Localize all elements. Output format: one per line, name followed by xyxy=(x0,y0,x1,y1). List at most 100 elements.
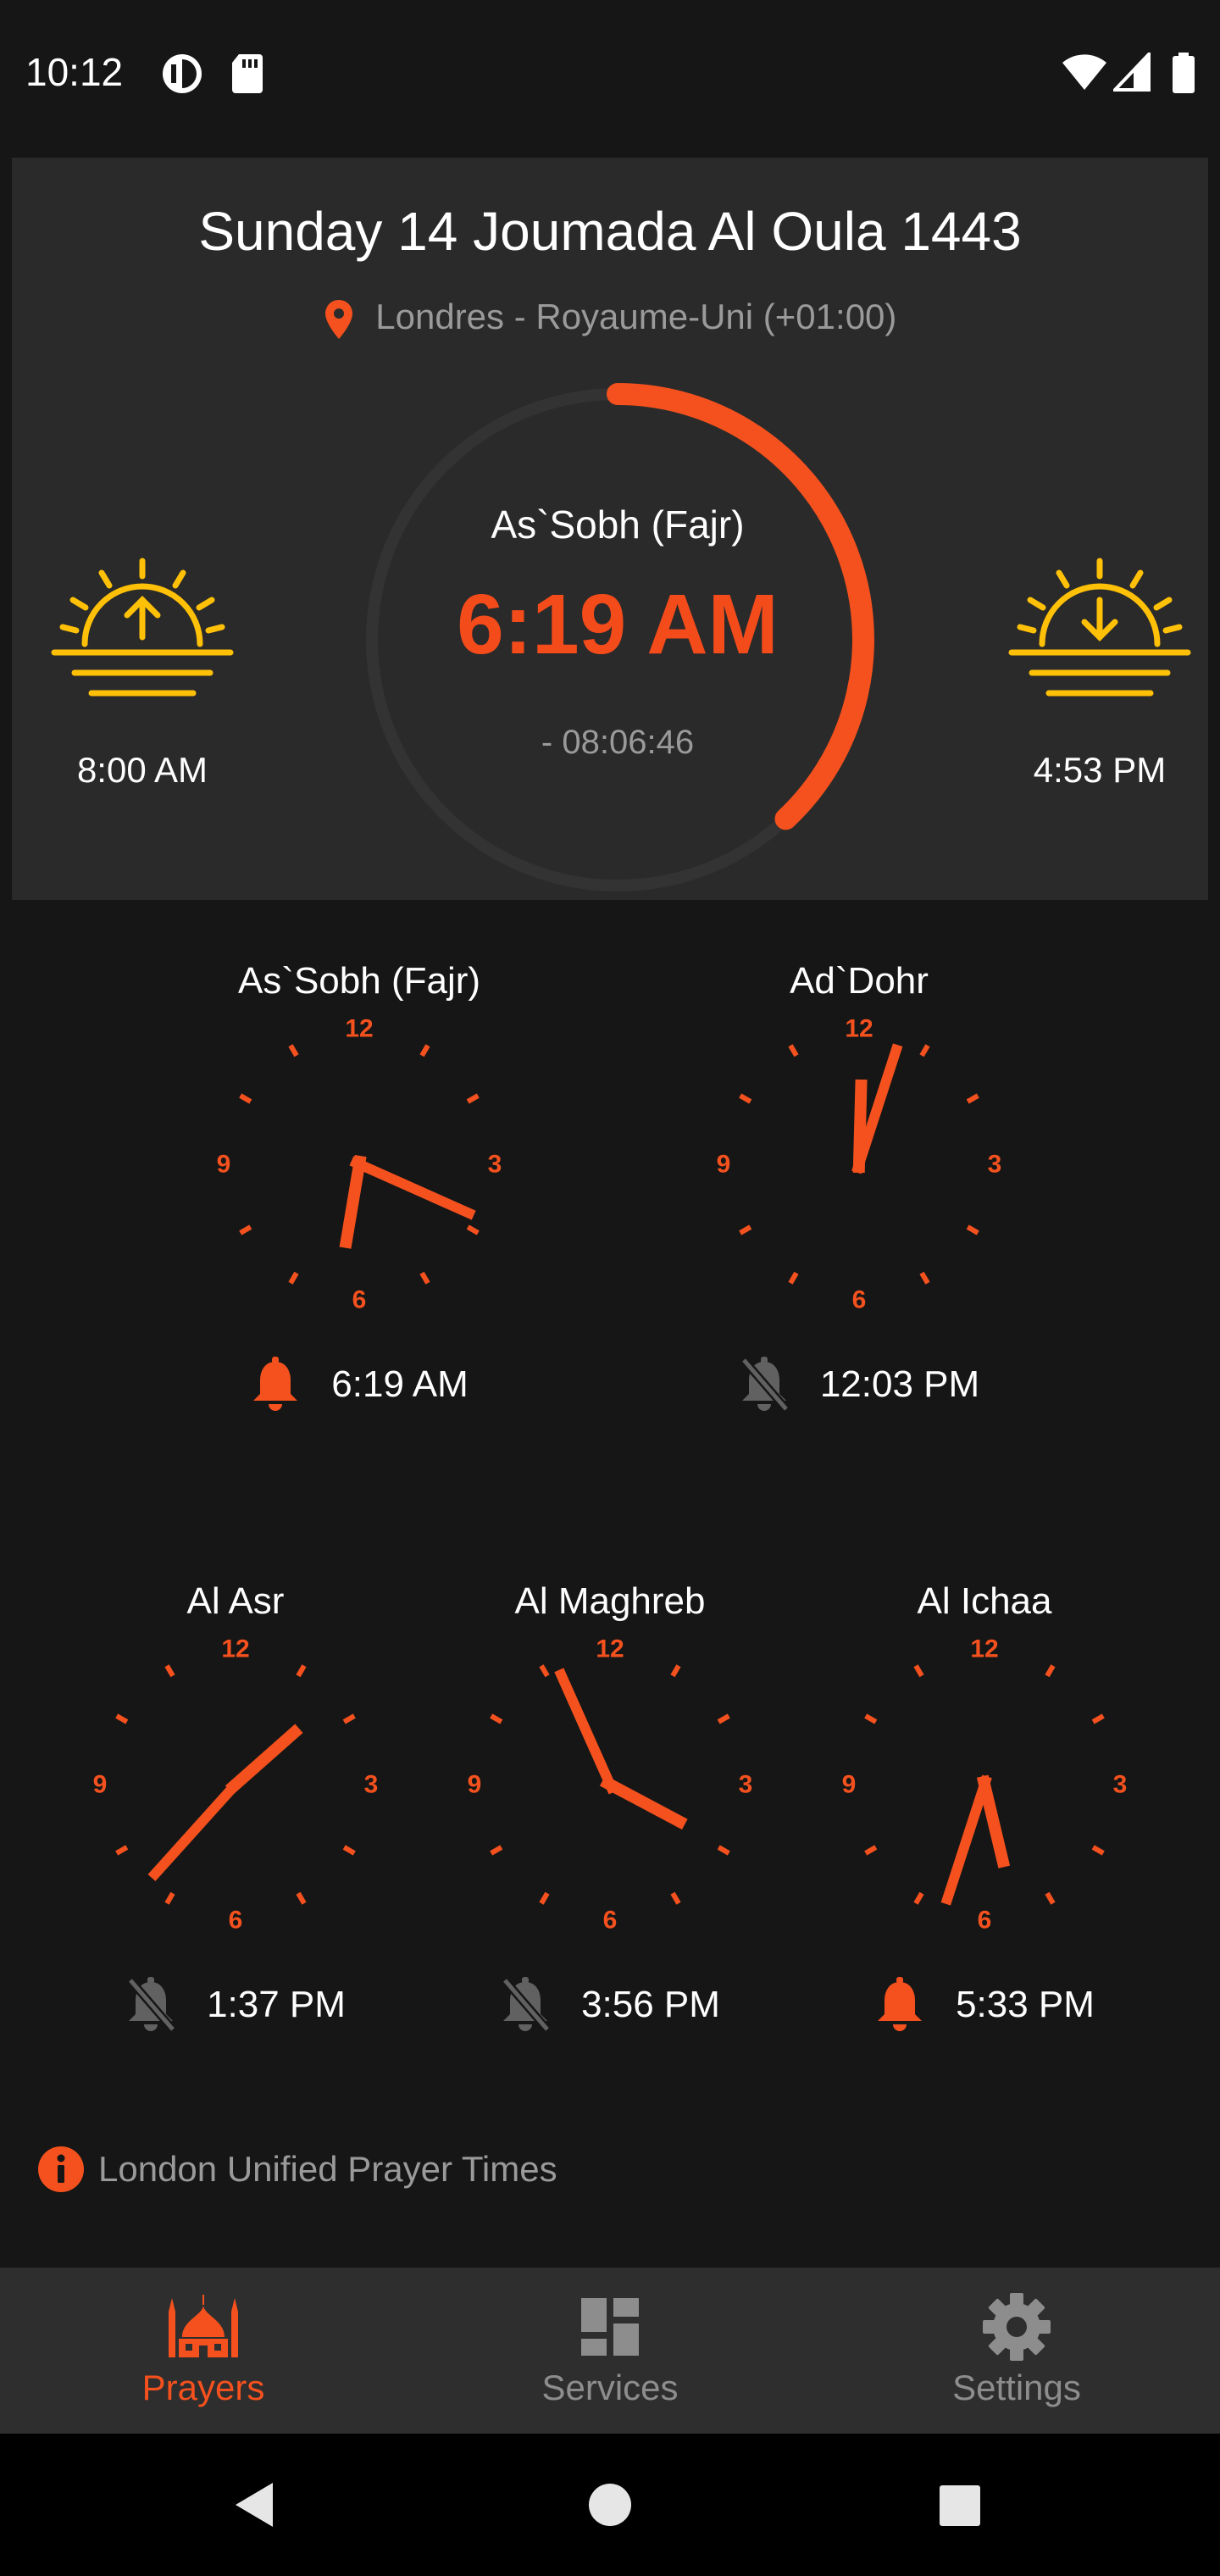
alarm-on-icon[interactable] xyxy=(874,1977,925,2033)
clock-tick xyxy=(1091,1713,1105,1724)
nav-item-settings[interactable]: Settings xyxy=(813,2268,1220,2434)
mute-slash xyxy=(129,1979,175,2031)
clock-tick xyxy=(115,1845,129,1856)
sunset-block: 4:53 PM xyxy=(1006,556,1193,791)
clock-tick xyxy=(919,1271,930,1285)
clock-numeral: 12 xyxy=(845,1015,873,1043)
nav-label-prayers: Prayers xyxy=(141,2368,265,2407)
app-notification-icon xyxy=(163,54,202,93)
gear-icon xyxy=(983,2293,1051,2361)
clock-numeral: 9 xyxy=(468,1771,482,1799)
clock-numeral: 9 xyxy=(717,1151,731,1179)
status-time: 10:12 xyxy=(25,50,124,94)
prayer-card-maghreb[interactable]: Al Maghreb 12 3 6 9 3:56 PM xyxy=(432,1576,788,2039)
home-icon[interactable] xyxy=(588,2483,632,2527)
prayer-card-fajr[interactable]: As`Sobh (Fajr) 12 3 6 9 6:19 AM xyxy=(181,956,537,1418)
clock-tick xyxy=(788,1044,799,1058)
calculation-source[interactable]: London Unified Prayer Times xyxy=(37,2144,557,2195)
clock-tick xyxy=(342,1845,356,1856)
clock-numeral: 9 xyxy=(93,1771,108,1799)
system-navigation-bar xyxy=(0,2434,1220,2576)
next-prayer-time: 6:19 AM xyxy=(457,577,779,672)
nav-label-settings: Settings xyxy=(952,2368,1081,2407)
back-icon[interactable] xyxy=(230,2479,278,2530)
analog-clock: 12 3 6 9 xyxy=(217,1015,502,1314)
prayer-card-asr[interactable]: Al Asr 12 3 6 9 1:37 PM xyxy=(58,1576,413,2039)
clock-tick xyxy=(1045,1664,1056,1678)
nav-label-services: Services xyxy=(541,2368,679,2407)
sunrise-time: 8:00 AM xyxy=(76,750,208,790)
nav-item-services[interactable]: Services xyxy=(407,2268,813,2434)
bell-clapper xyxy=(518,2024,533,2031)
alarm-off-icon[interactable] xyxy=(500,1977,551,2033)
clock-numeral: 6 xyxy=(603,1907,618,1935)
clock-tick xyxy=(864,1713,878,1724)
bottom-navigation: Prayers Services xyxy=(0,2268,1220,2434)
info-icon xyxy=(38,2146,84,2192)
clock-tick xyxy=(296,1891,307,1905)
cellular-signal-icon xyxy=(1113,53,1151,92)
clock-tick xyxy=(466,1093,480,1104)
bell-clapper xyxy=(144,2024,158,2031)
alarm-on-icon[interactable] xyxy=(250,1357,301,1413)
countdown: - 08:06:46 xyxy=(541,724,695,761)
mute-slash xyxy=(503,1979,549,2031)
analog-clock: 12 3 6 9 xyxy=(717,1015,1002,1314)
prayer-card-ichaa[interactable]: Al Ichaa 12 3 6 9 5:33 PM xyxy=(807,1576,1162,2039)
source-note-text: London Unified Prayer Times xyxy=(98,2149,557,2189)
progress-ring xyxy=(366,383,874,891)
prayer-time: 5:33 PM xyxy=(956,1984,1095,2025)
clock-tick xyxy=(296,1664,307,1678)
mosque-icon xyxy=(169,2295,238,2357)
clock-tick xyxy=(864,1845,878,1856)
clock-tick xyxy=(288,1044,299,1058)
hour-hand xyxy=(339,1154,367,1249)
progress-arc xyxy=(607,383,874,830)
nav-item-prayers[interactable]: Prayers xyxy=(0,2268,407,2434)
clock-numeral: 12 xyxy=(970,1635,998,1663)
clock-tick xyxy=(739,1093,752,1104)
clock-tick xyxy=(164,1664,175,1678)
clock-numeral: 9 xyxy=(217,1151,231,1179)
clock-tick xyxy=(966,1224,979,1235)
bell-top xyxy=(522,1977,530,1984)
minute-hand xyxy=(554,1668,618,1795)
clock-tick xyxy=(539,1891,550,1905)
clock-tick xyxy=(115,1713,129,1724)
clock-tick xyxy=(717,1713,730,1724)
clock-tick xyxy=(490,1713,503,1724)
clock-numeral: 6 xyxy=(978,1907,992,1935)
status-bar: 10:12 xyxy=(0,0,1220,146)
recents-icon[interactable] xyxy=(939,2484,981,2527)
clock-tick xyxy=(1045,1891,1056,1905)
prayer-name: Ad`Dohr xyxy=(790,960,929,1002)
clock-tick xyxy=(1091,1845,1105,1856)
prayer-card-dohr[interactable]: Ad`Dohr 12 3 6 9 12:03 PM xyxy=(681,956,1037,1418)
location-pin-icon xyxy=(324,299,352,339)
bell-top xyxy=(760,1357,768,1363)
clock-tick xyxy=(419,1271,430,1285)
next-prayer-card: Sunday 14 Joumada Al Oula 1443 Londres -… xyxy=(12,158,1208,900)
location[interactable]: Londres - Royaume-Uni (+01:00) xyxy=(12,297,1208,341)
prayer-time: 12:03 PM xyxy=(819,1363,980,1405)
prayer-name: As`Sobh (Fajr) xyxy=(237,960,481,1002)
sunrise-block: 8:00 AM xyxy=(49,556,236,791)
clock-numeral: 9 xyxy=(842,1771,857,1799)
sunset-icon xyxy=(1008,558,1191,697)
sunrise-icon xyxy=(51,558,234,697)
analog-clock: 12 3 6 9 xyxy=(93,1635,379,1935)
clock-tick xyxy=(739,1224,752,1235)
hijri-date: Sunday 14 Joumada Al Oula 1443 xyxy=(198,201,1022,262)
clock-numeral: 6 xyxy=(352,1286,367,1314)
clock-tick xyxy=(164,1891,175,1905)
mute-slash xyxy=(741,1358,788,1411)
bell-body xyxy=(878,1982,923,2021)
clock-tick xyxy=(670,1891,681,1905)
prayer-time: 3:56 PM xyxy=(581,1984,720,2025)
clock-tick xyxy=(788,1271,799,1285)
clock-numeral: 3 xyxy=(739,1771,753,1799)
bell-top xyxy=(272,1357,280,1363)
alarm-off-icon[interactable] xyxy=(125,1977,176,2033)
clock-numeral: 3 xyxy=(1113,1771,1128,1799)
alarm-off-icon[interactable] xyxy=(739,1357,790,1413)
